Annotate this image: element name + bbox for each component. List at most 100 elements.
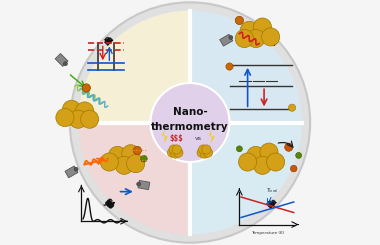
Text: i: i <box>106 201 114 209</box>
Text: R: R <box>103 35 115 46</box>
Text: n: n <box>105 200 115 211</box>
Text: a: a <box>105 200 114 210</box>
Text: n: n <box>266 36 277 47</box>
Circle shape <box>63 62 67 66</box>
Circle shape <box>266 153 285 171</box>
Text: m: m <box>266 36 278 48</box>
Circle shape <box>247 146 265 164</box>
Circle shape <box>253 156 271 174</box>
Text: r: r <box>104 199 113 208</box>
Circle shape <box>56 109 74 127</box>
Text: e: e <box>266 35 276 46</box>
Text: o: o <box>103 199 114 209</box>
Text: l: l <box>267 200 276 208</box>
Circle shape <box>167 148 177 157</box>
Circle shape <box>115 156 133 174</box>
Circle shape <box>137 182 141 186</box>
Text: i: i <box>267 200 276 208</box>
Circle shape <box>197 148 206 157</box>
Circle shape <box>109 146 127 164</box>
Circle shape <box>253 18 271 36</box>
Circle shape <box>141 155 147 162</box>
Circle shape <box>261 28 280 46</box>
Text: Temperature (K): Temperature (K) <box>251 231 284 235</box>
Circle shape <box>133 146 141 155</box>
Text: Nano-: Nano- <box>173 107 207 117</box>
Circle shape <box>199 145 208 154</box>
Circle shape <box>172 145 181 154</box>
Text: t: t <box>104 199 112 208</box>
Circle shape <box>203 148 213 157</box>
Text: r: r <box>267 199 277 208</box>
Wedge shape <box>78 122 190 234</box>
Text: E: E <box>265 200 276 210</box>
Circle shape <box>169 145 178 154</box>
Text: c: c <box>266 36 276 46</box>
Polygon shape <box>55 53 68 66</box>
Circle shape <box>81 110 99 128</box>
Text: i: i <box>267 200 276 208</box>
Circle shape <box>122 145 140 163</box>
Circle shape <box>229 36 233 39</box>
Circle shape <box>62 100 81 118</box>
Text: h: h <box>103 198 113 208</box>
Circle shape <box>82 84 90 92</box>
Circle shape <box>285 143 293 151</box>
Text: u: u <box>266 199 276 210</box>
Text: $$$: $$$ <box>170 135 184 144</box>
Circle shape <box>200 149 209 158</box>
Polygon shape <box>220 34 233 46</box>
Circle shape <box>235 29 253 48</box>
Wedge shape <box>78 11 190 122</box>
Text: r: r <box>103 199 112 208</box>
Text: n: n <box>103 199 114 209</box>
Text: L: L <box>268 37 277 47</box>
Text: c: c <box>266 35 276 45</box>
Text: m: m <box>266 197 279 209</box>
Circle shape <box>260 143 278 161</box>
Circle shape <box>202 145 211 154</box>
Circle shape <box>171 149 180 158</box>
Circle shape <box>240 21 258 39</box>
Circle shape <box>127 155 145 173</box>
Text: m: m <box>102 35 115 48</box>
Circle shape <box>288 104 296 111</box>
Text: i: i <box>268 199 276 208</box>
Text: o: o <box>103 198 113 208</box>
Circle shape <box>296 152 302 158</box>
Text: u: u <box>267 198 277 208</box>
Circle shape <box>70 2 310 243</box>
Text: t: t <box>105 201 114 209</box>
Text: a: a <box>103 36 114 46</box>
Circle shape <box>69 110 87 128</box>
Circle shape <box>239 153 257 171</box>
Circle shape <box>247 29 265 48</box>
Text: thermometry: thermometry <box>151 122 229 132</box>
Wedge shape <box>190 11 302 122</box>
Text: $T_{local}$: $T_{local}$ <box>266 186 279 195</box>
Text: q: q <box>266 199 276 210</box>
Circle shape <box>174 148 183 157</box>
Circle shape <box>226 63 233 70</box>
Circle shape <box>150 83 230 162</box>
Polygon shape <box>138 180 150 190</box>
Circle shape <box>76 102 94 120</box>
Circle shape <box>236 146 242 152</box>
Text: o: o <box>105 200 115 210</box>
Text: S: S <box>102 197 112 208</box>
Text: y: y <box>102 197 112 208</box>
Circle shape <box>290 165 297 172</box>
Text: vs: vs <box>195 136 202 141</box>
Circle shape <box>74 167 78 171</box>
Text: a: a <box>104 199 114 209</box>
Text: i: i <box>268 37 276 46</box>
Text: e: e <box>266 36 277 46</box>
Text: n: n <box>102 197 112 208</box>
Text: i: i <box>105 201 113 209</box>
Polygon shape <box>209 130 215 143</box>
Text: u: u <box>267 37 278 47</box>
Text: n: n <box>266 35 276 46</box>
Text: d: d <box>104 199 114 210</box>
Text: a: a <box>103 36 114 47</box>
Wedge shape <box>190 122 302 234</box>
